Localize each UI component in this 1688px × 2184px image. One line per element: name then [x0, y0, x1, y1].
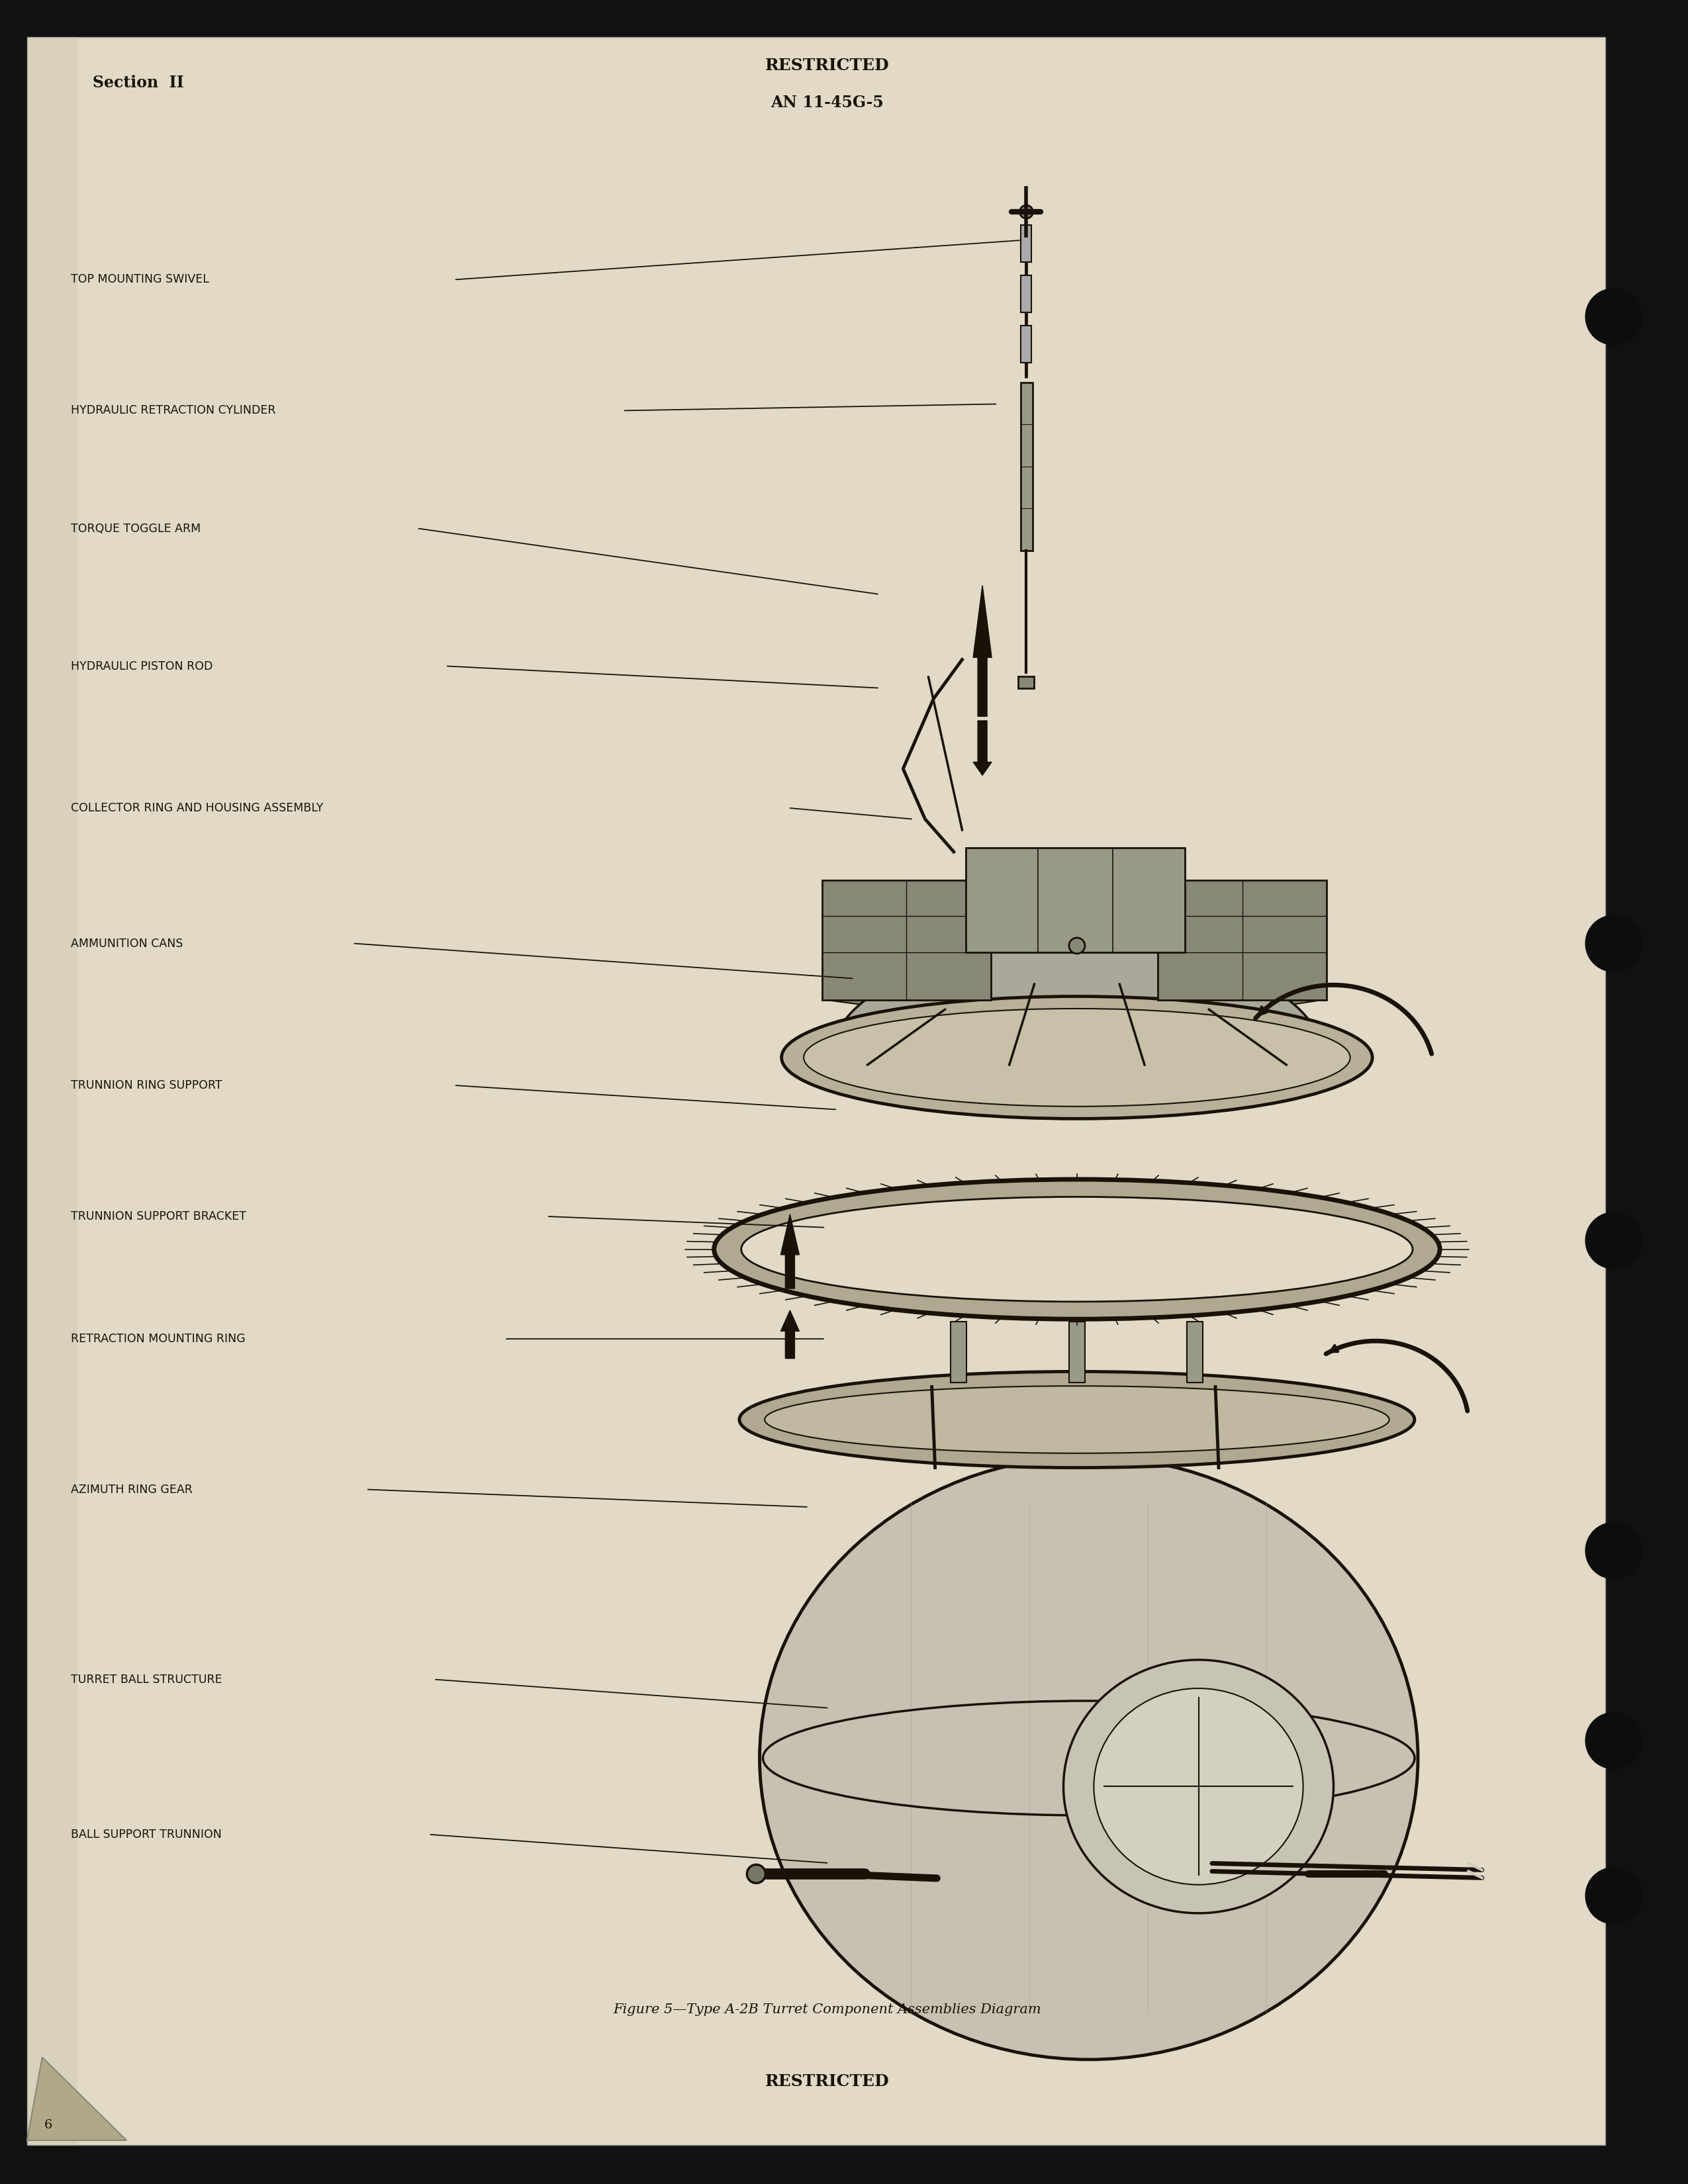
Ellipse shape — [1094, 1688, 1303, 1885]
Text: BALL SUPPORT TRUNNION: BALL SUPPORT TRUNNION — [71, 1828, 221, 1841]
Bar — [27, 37, 78, 2145]
Text: 6: 6 — [44, 2118, 52, 2132]
Polygon shape — [974, 585, 991, 716]
Polygon shape — [829, 1000, 984, 1009]
Ellipse shape — [760, 1457, 1418, 2060]
Bar — [966, 847, 1185, 952]
Bar — [1021, 225, 1031, 262]
Text: RESTRICTED: RESTRICTED — [765, 2073, 890, 2090]
Text: TORQUE TOGGLE ARM: TORQUE TOGGLE ARM — [71, 522, 201, 535]
Ellipse shape — [765, 1387, 1389, 1452]
Bar — [1158, 880, 1327, 1000]
Polygon shape — [832, 946, 1322, 1055]
Circle shape — [1020, 205, 1033, 218]
Bar — [1018, 677, 1035, 688]
Text: HYDRAULIC RETRACTION CYLINDER: HYDRAULIC RETRACTION CYLINDER — [71, 404, 275, 417]
Text: COLLECTOR RING AND HOUSING ASSEMBLY: COLLECTOR RING AND HOUSING ASSEMBLY — [71, 802, 324, 815]
Ellipse shape — [1063, 1660, 1334, 1913]
Circle shape — [748, 1865, 765, 1883]
Text: RESTRICTED: RESTRICTED — [765, 57, 890, 74]
Polygon shape — [782, 1214, 798, 1289]
Ellipse shape — [803, 1009, 1350, 1107]
Circle shape — [1585, 915, 1642, 972]
Text: HYDRAULIC PISTON ROD: HYDRAULIC PISTON ROD — [71, 660, 213, 673]
Polygon shape — [974, 721, 991, 775]
Ellipse shape — [832, 1026, 1322, 1081]
Polygon shape — [782, 1310, 798, 1358]
Bar — [1187, 1321, 1204, 1382]
Circle shape — [1585, 1867, 1642, 1924]
Ellipse shape — [741, 1197, 1413, 1302]
Text: AN 11-45G-5: AN 11-45G-5 — [771, 94, 883, 111]
Circle shape — [1585, 1712, 1642, 1769]
Text: AZIMUTH RING GEAR: AZIMUTH RING GEAR — [71, 1483, 192, 1496]
Text: AMMUNITION CANS: AMMUNITION CANS — [71, 937, 182, 950]
Polygon shape — [27, 2057, 127, 2140]
Bar — [822, 880, 991, 1000]
Bar — [1021, 382, 1033, 550]
Text: RETRACTION MOUNTING RING: RETRACTION MOUNTING RING — [71, 1332, 245, 1345]
Circle shape — [1069, 937, 1085, 954]
Bar — [1021, 275, 1031, 312]
Ellipse shape — [739, 1372, 1415, 1468]
Bar — [1021, 325, 1031, 363]
Bar — [950, 1321, 967, 1382]
Circle shape — [1585, 288, 1642, 345]
Text: Figure 5—Type A-2B Turret Component Assemblies Diagram: Figure 5—Type A-2B Turret Component Asse… — [613, 2003, 1041, 2016]
Text: Section  II: Section II — [93, 74, 184, 92]
Text: TRUNNION RING SUPPORT: TRUNNION RING SUPPORT — [71, 1079, 223, 1092]
Text: TRUNNION SUPPORT BRACKET: TRUNNION SUPPORT BRACKET — [71, 1210, 246, 1223]
Bar — [1069, 1321, 1085, 1382]
Text: TOP MOUNTING SWIVEL: TOP MOUNTING SWIVEL — [71, 273, 209, 286]
Circle shape — [1585, 1522, 1642, 1579]
Ellipse shape — [714, 1179, 1440, 1319]
Text: TURRET BALL STRUCTURE: TURRET BALL STRUCTURE — [71, 1673, 223, 1686]
Ellipse shape — [782, 996, 1372, 1118]
Circle shape — [1585, 1212, 1642, 1269]
Polygon shape — [1165, 1000, 1320, 1009]
